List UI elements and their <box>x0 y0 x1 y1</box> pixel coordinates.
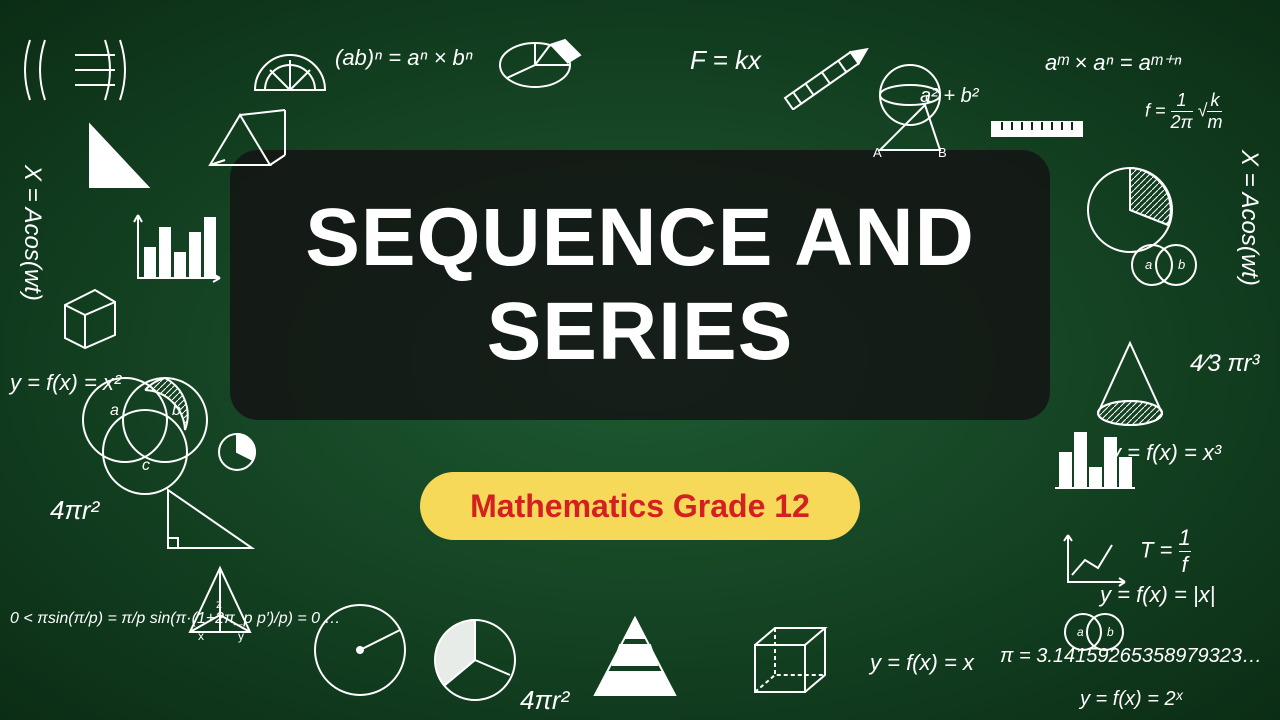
formula-abn: (ab)ⁿ = aⁿ × bⁿ <box>335 45 473 71</box>
pencil-icon <box>775 40 885 115</box>
svg-text:A: A <box>873 145 882 160</box>
svg-text:B: B <box>938 145 947 160</box>
prism-icon <box>200 100 290 180</box>
line-graph-icon <box>1060 530 1130 595</box>
formula-frac-f: f = 12π √km <box>1145 90 1222 133</box>
svg-text:a: a <box>1077 625 1084 639</box>
circle-bottom-icon <box>310 600 410 705</box>
formula-fkx: F = kx <box>690 45 761 76</box>
cuboid-icon <box>745 620 845 705</box>
formula-43pir3: 4⁄3 πr³ <box>1190 350 1259 378</box>
svg-text:x: x <box>198 629 204 643</box>
formula-t1f: T = 1f <box>1140 525 1191 578</box>
hatched-circle-icon <box>1080 160 1180 265</box>
title-text: SEQUENCE AND SERIES <box>305 191 975 380</box>
pyramid-stack-icon <box>575 610 695 705</box>
formula-aman: aᵐ × aⁿ = aᵐ⁺ⁿ <box>1045 50 1182 76</box>
svg-text:y: y <box>238 629 244 643</box>
triangle-solid-icon <box>80 115 155 200</box>
protractor-icon <box>250 50 330 100</box>
formula-4pir2-bottom: 4πr² <box>520 685 569 716</box>
svg-text:b: b <box>1107 625 1114 639</box>
subtitle-text: Mathematics Grade 12 <box>470 488 810 525</box>
formula-yfx-2x: y = f(x) = 2ˣ <box>1080 688 1182 711</box>
bar-chart-left-icon <box>130 210 225 290</box>
triangle-abc-icon: A B C <box>870 95 950 165</box>
mini-pie-icon <box>215 430 260 480</box>
cone-icon <box>1090 335 1170 435</box>
svg-text:c: c <box>142 457 150 474</box>
bar-chart-right-icon <box>1050 430 1140 500</box>
title-box: SEQUENCE AND SERIES <box>230 150 1050 420</box>
triangle-outline-icon <box>160 480 260 560</box>
svg-text:C: C <box>925 95 934 106</box>
tetrahedron-icon: z x y <box>180 560 260 650</box>
svg-text:a: a <box>110 402 119 419</box>
ruler-icon <box>990 120 1085 145</box>
title-line2: SERIES <box>487 286 794 377</box>
venn-br-icon: ab <box>1055 610 1135 660</box>
cube-icon <box>55 280 125 355</box>
svg-text:z: z <box>216 597 222 611</box>
title-line1: SEQUENCE AND <box>305 192 975 283</box>
formula-xacos-right: X = Acos(wt) <box>1235 150 1263 286</box>
formula-xacos-left: X = Acos(wt) <box>18 165 46 301</box>
pie-chart-top-icon <box>495 30 585 105</box>
formula-pisin: 0 < πsin(π/p) = π/p sin(π·(1+2π_p p′)/p)… <box>10 610 341 628</box>
pie-bottom-icon <box>430 615 520 710</box>
subtitle-box: Mathematics Grade 12 <box>420 472 860 540</box>
brackets-icon <box>20 35 130 110</box>
formula-yfx-x: y = f(x) = x <box>870 650 974 676</box>
